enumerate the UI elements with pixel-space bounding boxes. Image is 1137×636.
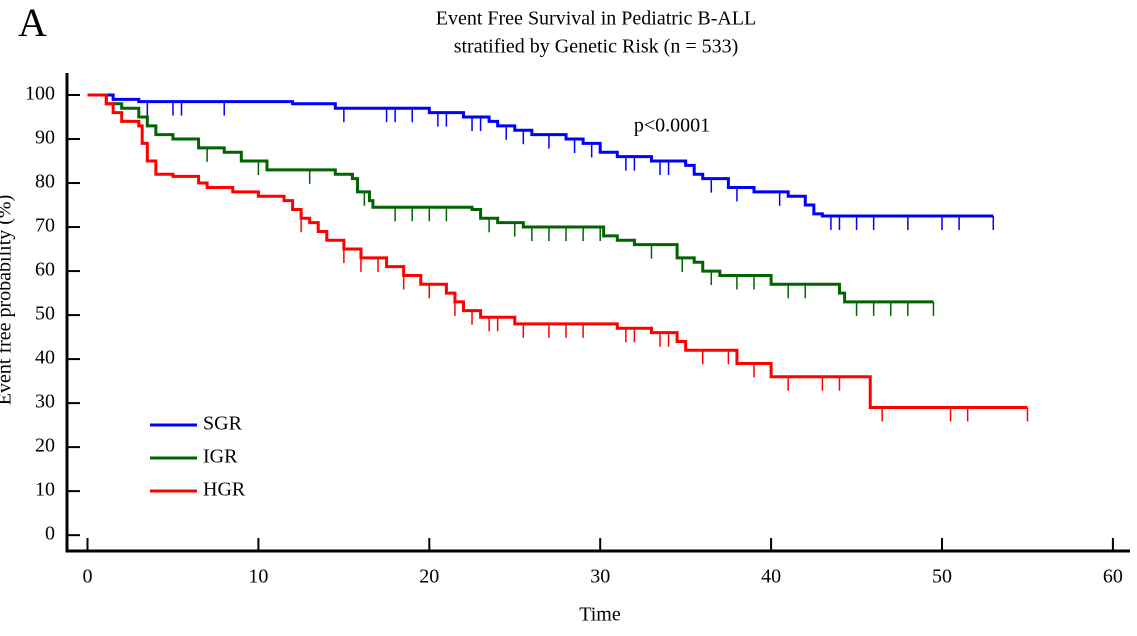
y-tick-label: 40 — [35, 347, 55, 369]
y-tick-label: 20 — [35, 435, 55, 457]
y-tick-label: 80 — [35, 171, 55, 193]
y-tick-label: 10 — [35, 479, 55, 501]
y-tick-label: 90 — [35, 127, 55, 149]
legend-label: IGR — [203, 446, 238, 468]
annotation: p<0.0001 — [634, 115, 710, 137]
y-tick-label: 0 — [45, 523, 55, 545]
survival-curve — [87, 93, 1028, 410]
x-tick-label: 0 — [83, 566, 93, 588]
x-tick-label: 50 — [932, 566, 952, 588]
x-tick-label: 40 — [761, 566, 781, 588]
y-tick-label: 50 — [35, 303, 55, 325]
y-tick-label: 60 — [35, 259, 55, 281]
panel-label: A — [18, 0, 47, 45]
survival-curve — [87, 93, 934, 304]
x-axis-label: Time — [579, 604, 621, 626]
x-tick-label: 10 — [248, 566, 268, 588]
x-tick-label: 60 — [1103, 566, 1123, 588]
y-tick-label: 70 — [35, 215, 55, 237]
x-tick-label: 20 — [419, 566, 439, 588]
chart-title: Event Free Survival in Pediatric B-ALL — [436, 8, 756, 30]
survival-curve — [87, 93, 994, 218]
y-tick-label: 30 — [35, 391, 55, 413]
legend-label: HGR — [203, 479, 246, 501]
legend-label: SGR — [203, 413, 243, 435]
chart-subtitle: stratified by Genetic Risk (n = 533) — [454, 36, 739, 58]
x-tick-label: 30 — [590, 566, 610, 588]
y-axis-label: Event free probability (%) — [0, 195, 16, 405]
y-tick-label: 100 — [25, 83, 55, 105]
